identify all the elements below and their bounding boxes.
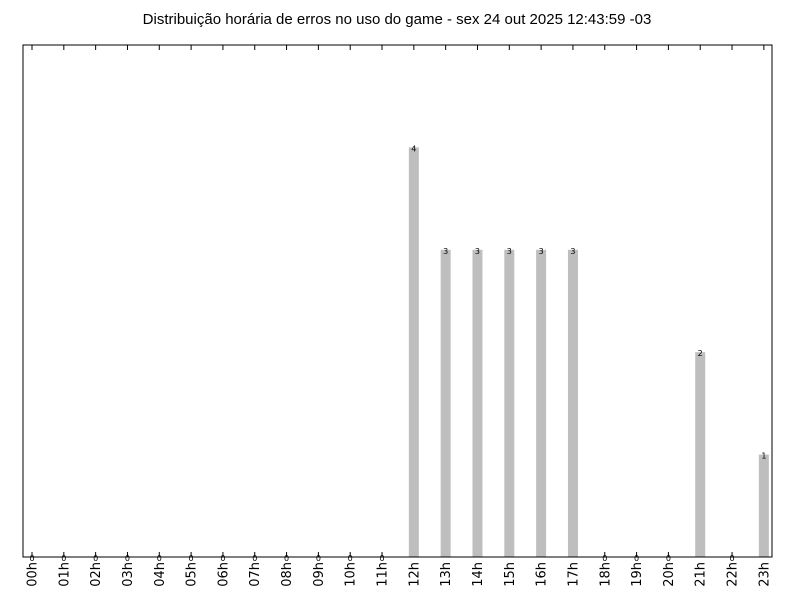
x-axis-ticks [31, 45, 765, 557]
x-tick-label: 12h [407, 562, 422, 587]
bar [472, 249, 483, 558]
x-tick-label: 00h [26, 562, 41, 587]
x-tick-label: 19h [630, 562, 645, 587]
bar-value-label: 4 [411, 144, 416, 153]
x-tick-label: 01h [57, 562, 72, 587]
bar-value-label: 0 [602, 554, 607, 563]
x-tick-label: 14h [471, 562, 486, 587]
x-tick-label: 08h [280, 562, 295, 587]
x-tick-label: 11h [376, 562, 391, 587]
x-tick-label: 15h [503, 562, 518, 587]
bar-value-label: 0 [157, 554, 162, 563]
x-tick-label: 21h [694, 562, 709, 587]
bar-value-label: 1 [761, 452, 766, 461]
bar-value-label: 3 [570, 247, 575, 256]
bar-value-label: 3 [443, 247, 448, 256]
bar-value-label: 0 [189, 554, 194, 563]
bar-value-label: 0 [252, 554, 257, 563]
bar [567, 249, 578, 558]
bar-value-label: 0 [316, 554, 321, 563]
bar-value-label: 0 [61, 554, 66, 563]
chart-title: Distribuição horária de erros no uso do … [142, 11, 652, 28]
bar [536, 249, 547, 558]
x-tick-label: 13h [439, 562, 454, 587]
x-tick-label: 18h [598, 562, 613, 587]
bar [504, 249, 515, 558]
bar-value-label: 3 [507, 247, 512, 256]
bar-value-label: 0 [125, 554, 130, 563]
x-axis-tick-labels: 00h 01h 02h 03h 04h 05h 06h 07h 08h 09h 10h 11h 12h 1… [26, 562, 773, 587]
bar-value-label: 0 [666, 554, 671, 563]
x-tick-label: 22h [726, 562, 741, 587]
plot-frame [22, 44, 773, 558]
x-tick-label: 04h [153, 562, 168, 587]
bar-value-label: 0 [348, 554, 353, 563]
bar [440, 249, 451, 558]
bar-value-label: 0 [284, 554, 289, 563]
x-tick-label: 05h [185, 562, 200, 587]
x-tick-label: 07h [248, 562, 263, 587]
bar-value-label: 3 [475, 247, 480, 256]
bar-value-label: 0 [93, 554, 98, 563]
bar-value-label: 0 [634, 554, 639, 563]
bars [408, 147, 769, 558]
bar [695, 352, 706, 557]
bar-value-label: 0 [220, 554, 225, 563]
x-tick-label: 20h [662, 562, 677, 587]
x-tick-label: 09h [312, 562, 327, 587]
x-tick-label: 23h [757, 562, 772, 587]
bar-value-label: 0 [729, 554, 734, 563]
bar-value-labels: 0 0 0 0 0 0 0 0 0 0 0 0 4 3 3 3 3 3 0 0 0 2 0 1 [29, 144, 766, 563]
x-tick-label: 06h [216, 562, 231, 587]
bar [758, 454, 769, 557]
bar-value-label: 0 [29, 554, 34, 563]
bar-value-label: 3 [539, 247, 544, 256]
x-tick-label: 17h [566, 562, 581, 587]
x-tick-label: 16h [535, 562, 550, 587]
bar-value-label: 0 [379, 554, 384, 563]
x-tick-label: 02h [89, 562, 104, 587]
bar [408, 147, 419, 557]
bar-value-label: 2 [698, 349, 703, 358]
x-tick-label: 03h [121, 562, 136, 587]
x-tick-label: 10h [344, 562, 359, 587]
